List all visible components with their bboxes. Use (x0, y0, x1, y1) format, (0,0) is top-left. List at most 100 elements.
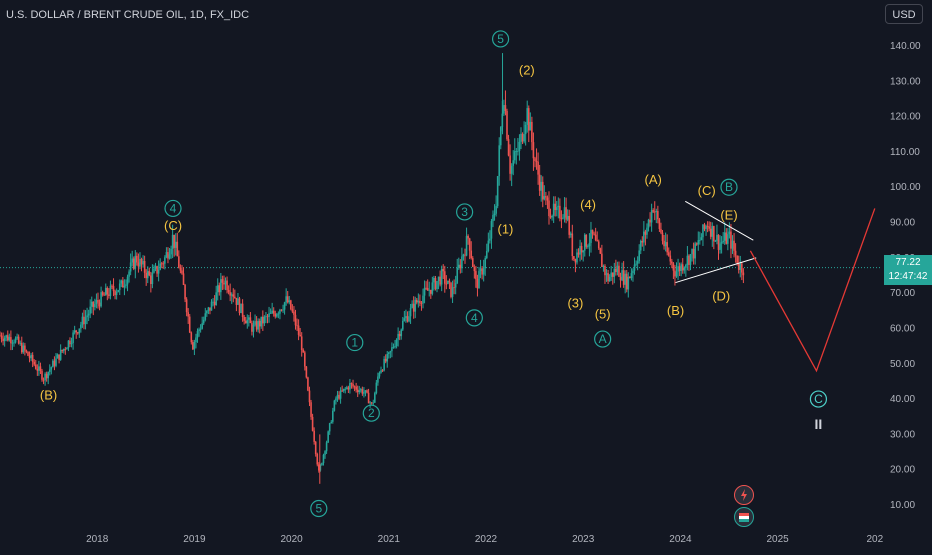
candle-body (720, 242, 723, 244)
candle-body (3, 337, 6, 342)
candle-body (482, 268, 485, 275)
candle-body (143, 260, 146, 273)
candle-body (241, 303, 244, 317)
y-tick-label: 70.00 (890, 288, 915, 299)
candle-body (176, 241, 179, 257)
candle-body (613, 268, 616, 277)
candle-body (305, 366, 308, 378)
chart-title: U.S. DOLLAR / BRENT CRUDE OIL, 1D, FX_ID… (6, 9, 250, 21)
candle-body (521, 133, 524, 142)
candle-body (646, 227, 648, 235)
candle-body (100, 292, 102, 307)
candle-body (25, 350, 28, 352)
candle-body (734, 250, 737, 256)
candle-body (507, 139, 510, 156)
candle-body (685, 264, 687, 268)
candle-body (677, 266, 679, 272)
candle-body (672, 263, 675, 271)
candle-body (661, 232, 664, 241)
candle-body (580, 245, 583, 253)
x-axis[interactable]: 2018 2019 2020 2021 2022 2023 2024 2025 202 (86, 534, 884, 545)
wave-label: 5 (315, 502, 322, 516)
candle-body (346, 387, 348, 389)
candle-body (445, 283, 448, 285)
currency-button[interactable]: USD (885, 4, 923, 24)
candle-body (240, 303, 242, 314)
candle-body (398, 333, 401, 337)
candle-body (655, 211, 658, 212)
candle-body (16, 336, 18, 339)
y-tick-label: 130.00 (890, 76, 921, 87)
candle-body (548, 200, 550, 217)
candle-body (638, 250, 640, 262)
candle-body (215, 292, 217, 306)
projection-path (749, 208, 876, 373)
candle-body (277, 313, 280, 315)
candle-body (235, 297, 238, 305)
candle-body (184, 284, 186, 300)
wave-label-ring (310, 499, 328, 518)
candle-body (8, 337, 11, 341)
candle-body (195, 337, 197, 343)
candle-body (101, 292, 104, 295)
lightning-icon[interactable] (734, 485, 754, 505)
candle-body (506, 111, 508, 140)
candle-body (95, 299, 98, 305)
candle-body (462, 254, 465, 257)
candle-body (551, 215, 553, 218)
candle-body (293, 311, 295, 315)
candle-body (675, 271, 678, 277)
candle-body (737, 264, 740, 270)
y-tick-label: 40.00 (890, 394, 915, 405)
candle-body (213, 301, 216, 306)
candle-body (146, 271, 149, 279)
candle-body (391, 347, 393, 352)
candle-body (209, 307, 211, 311)
candle-body (493, 213, 496, 215)
candle-body (727, 234, 729, 244)
candle-body (649, 219, 651, 223)
candle-body (450, 282, 452, 297)
candle-body (683, 267, 686, 271)
candle-body (644, 231, 647, 235)
candle-body (731, 240, 734, 249)
candle-body (425, 287, 427, 289)
candle-body (238, 298, 241, 314)
candle-body (356, 389, 359, 393)
candle-body (374, 393, 376, 403)
candle-body (279, 309, 281, 314)
candle-body (722, 240, 724, 243)
candle-body (94, 304, 96, 308)
candle-body (114, 291, 116, 296)
candle-body (125, 284, 127, 286)
candle-body (268, 313, 270, 317)
candle-body (308, 390, 311, 403)
candle-body (499, 127, 502, 146)
flag-icon[interactable] (734, 507, 754, 527)
candle-body (17, 336, 20, 344)
candle-body (562, 217, 564, 219)
candle-body (587, 246, 589, 248)
candle-body (485, 251, 488, 259)
candle-body (311, 416, 314, 431)
candle-body (162, 263, 165, 265)
candle-body (76, 332, 79, 334)
candle-body (538, 174, 541, 191)
x-tick-label: 2019 (183, 534, 206, 545)
candle-body (678, 266, 681, 271)
candle-body (559, 205, 561, 219)
candle-body (409, 307, 412, 317)
candle-body (389, 351, 392, 353)
candle-body (156, 266, 158, 274)
candle-body (439, 276, 441, 285)
wave-label: C (814, 392, 823, 406)
candle-body (565, 207, 567, 220)
wave-label: 2 (368, 406, 375, 420)
candle-body (210, 301, 213, 311)
candle-body (476, 279, 479, 289)
candle-body (226, 280, 228, 290)
candle-body (414, 299, 417, 312)
candle-body (630, 273, 633, 278)
